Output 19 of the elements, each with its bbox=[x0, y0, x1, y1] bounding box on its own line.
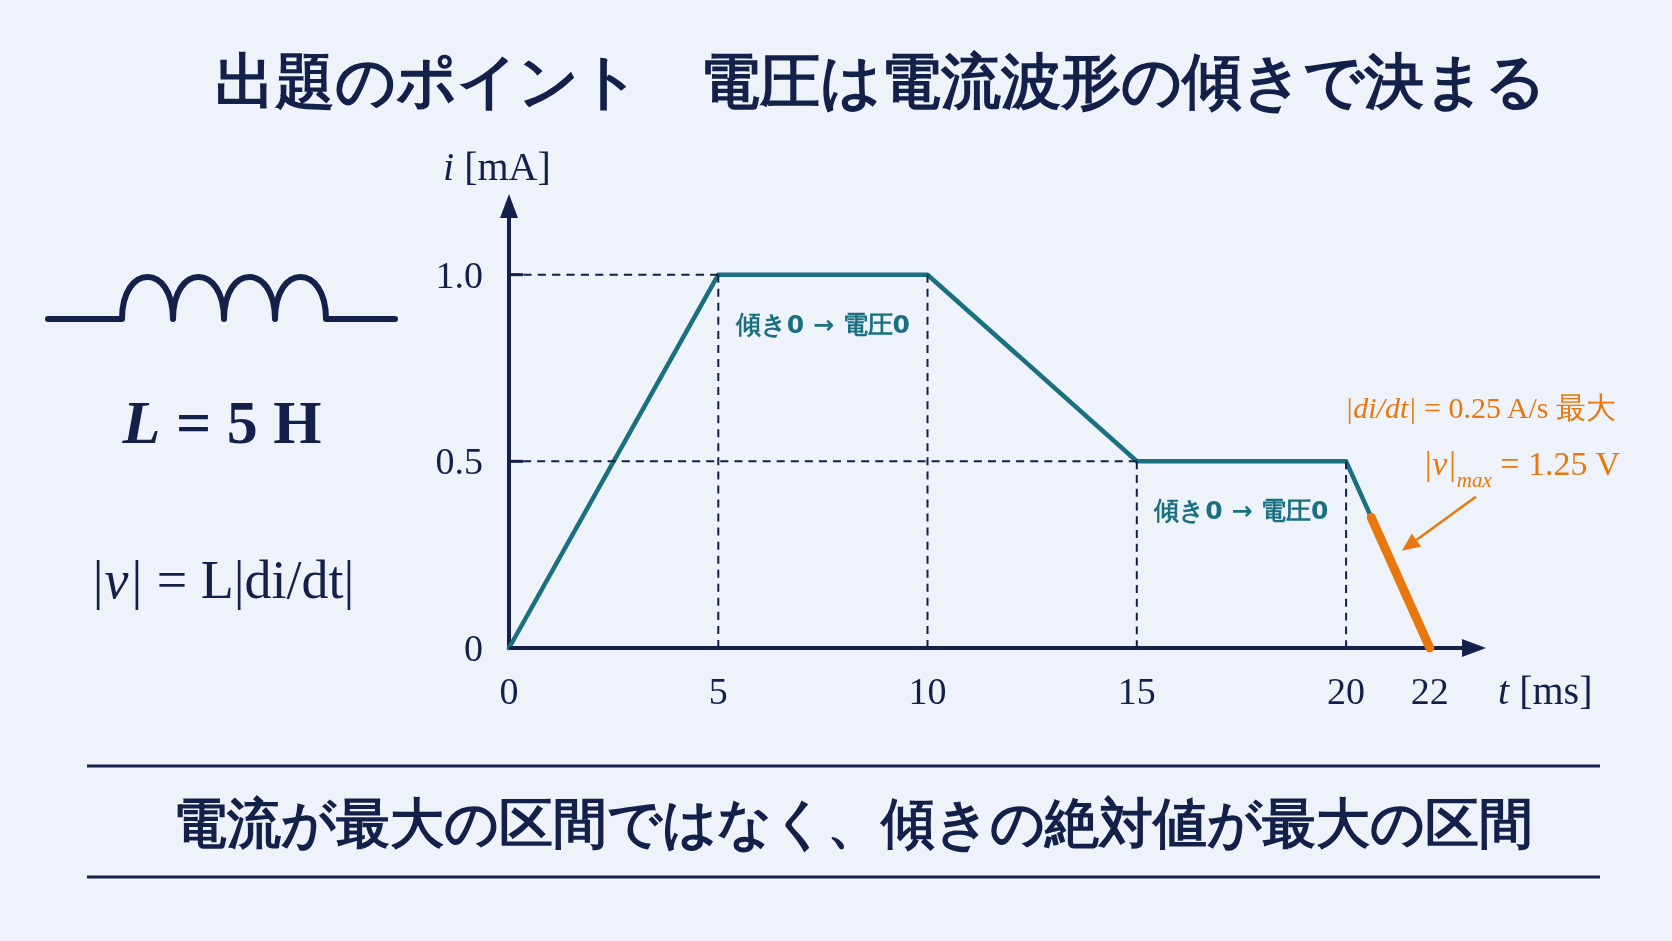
x-tick-label: 0 bbox=[499, 670, 519, 712]
x-tick-label: 15 bbox=[1117, 670, 1156, 712]
y-tick-label: 0.5 bbox=[435, 440, 483, 483]
text: 電流が最大の区間ではなく、傾きの絶対値が最大の区間 bbox=[173, 792, 1533, 855]
annotation: |di/dt| = 0.25 A/s 最大 bbox=[1345, 391, 1616, 424]
x-tick-label: 5 bbox=[708, 670, 728, 712]
y-tick-label: 0 bbox=[464, 627, 483, 669]
y-axis-title: i [mA] bbox=[443, 144, 551, 189]
x-tick-label: 22 bbox=[1410, 670, 1449, 712]
text: |v| = L|di/dt| bbox=[89, 550, 355, 610]
text: L = 5 H bbox=[121, 388, 322, 456]
annotation: |v|$_{max}$ = 1.25 V bbox=[1422, 444, 1621, 492]
x-axis-title: t [ms] bbox=[1498, 668, 1593, 713]
chart-title: 出題のポイント 電圧は電流波形の傾きで決まる bbox=[214, 46, 1546, 116]
x-tick-label: 10 bbox=[908, 670, 947, 712]
y-tick-label: 1.0 bbox=[435, 253, 483, 296]
annotation: 傾き0 → 電圧0 bbox=[1153, 496, 1329, 526]
x-tick-label: 20 bbox=[1327, 670, 1366, 712]
annotation: 傾き0 → 電圧0 bbox=[734, 309, 910, 339]
